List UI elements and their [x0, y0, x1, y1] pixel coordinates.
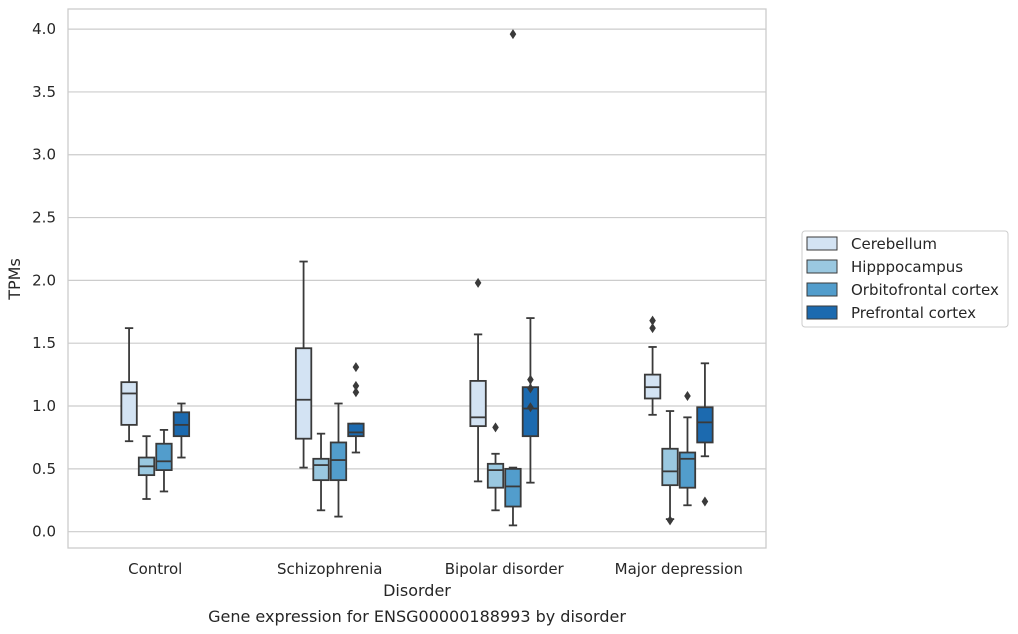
y-tick-label: 1.0: [32, 397, 56, 415]
box-hipppocampus: [137, 435, 156, 500]
outlier-point: [666, 515, 674, 526]
legend-swatch: [806, 259, 838, 274]
box-iqr: [469, 379, 487, 428]
outlier-point: [684, 390, 691, 401]
outlier-point: [509, 29, 517, 40]
box-hipppocampus: [312, 432, 330, 512]
box-cerebellum: [469, 277, 487, 483]
box-prefrontal-cortex: [347, 362, 365, 454]
box-iqr: [696, 406, 714, 444]
box-iqr: [504, 467, 522, 508]
y-axis-title: TPMs: [5, 258, 24, 301]
box-iqr: [678, 451, 697, 489]
legend-label: Orbitofrontal cortex: [851, 281, 999, 299]
y-tick-label: 0.0: [32, 523, 56, 541]
legend-frame: [801, 230, 1009, 328]
gridlines: [68, 28, 766, 533]
box-iqr: [486, 462, 505, 489]
legend-label: Prefrontal cortex: [851, 304, 976, 322]
x-tick-label: Bipolar disorder: [445, 560, 565, 578]
box-iqr: [661, 447, 679, 487]
y-tick-labels: 0.0 0.5 1.0 1.5 2.0 2.5 3.0 3.5 4.0: [32, 20, 56, 541]
legend-label: Cerebellum: [851, 235, 937, 253]
outlier-point: [352, 380, 360, 391]
x-tick-label: Control: [128, 560, 182, 578]
outlier-point: [701, 496, 709, 507]
y-tick-label: 1.5: [32, 334, 56, 352]
box-iqr: [312, 457, 330, 482]
outlier-point: [527, 374, 534, 385]
x-tick-label: Schizophrenia: [277, 560, 382, 578]
box-iqr: [294, 347, 313, 440]
box-plot-area: [120, 29, 714, 527]
box-prefrontal-cortex: [172, 402, 191, 459]
outlier-point: [649, 315, 656, 326]
x-axis-title: Disorder: [383, 581, 451, 600]
y-tick-label: 2.5: [32, 209, 56, 227]
y-tick-label: 2.0: [32, 271, 56, 289]
y-tick-label: 4.0: [32, 20, 56, 38]
legend-swatch: [806, 236, 838, 251]
outlier-point: [352, 387, 360, 398]
box-orbitofrontal-cortex: [504, 29, 522, 527]
legend-swatch: [806, 282, 838, 297]
box-hipppocampus: [661, 410, 679, 526]
x-tick-label: Major depression: [615, 560, 743, 578]
y-tick-label: 0.5: [32, 460, 56, 478]
y-tick-label: 3.5: [32, 83, 56, 101]
box-cerebellum: [294, 260, 313, 469]
outlier-point: [474, 277, 482, 288]
outlier-point: [527, 402, 534, 413]
outlier-point: [527, 383, 534, 394]
box-prefrontal-cortex: [521, 317, 540, 484]
box-prefrontal-cortex: [696, 362, 714, 507]
box-hipppocampus: [486, 422, 505, 512]
box-iqr: [155, 442, 173, 472]
outlier-point: [649, 323, 656, 334]
box-cerebellum: [120, 327, 138, 443]
legend-label: Hipppocampus: [851, 258, 963, 276]
y-tick-label: 3.0: [32, 146, 56, 164]
box-orbitofrontal-cortex: [678, 390, 697, 507]
box-orbitofrontal-cortex: [329, 402, 348, 518]
figure-caption: Gene expression for ENSG00000188993 by d…: [208, 607, 626, 626]
box-iqr: [120, 381, 138, 426]
outlier-point: [352, 362, 360, 373]
box-iqr: [347, 422, 365, 438]
box-orbitofrontal-cortex: [155, 428, 173, 493]
outlier-point: [492, 422, 499, 433]
plot-frame: [67, 8, 767, 549]
legend-swatch: [806, 305, 838, 320]
x-tick-labels: Control Schizophrenia Bipolar disorder Majo…: [128, 560, 743, 578]
legend: Cerebellum Hipppocampus Orbitofrontal cort…: [801, 230, 1009, 328]
box-cerebellum: [643, 315, 662, 416]
box-iqr: [329, 441, 348, 482]
